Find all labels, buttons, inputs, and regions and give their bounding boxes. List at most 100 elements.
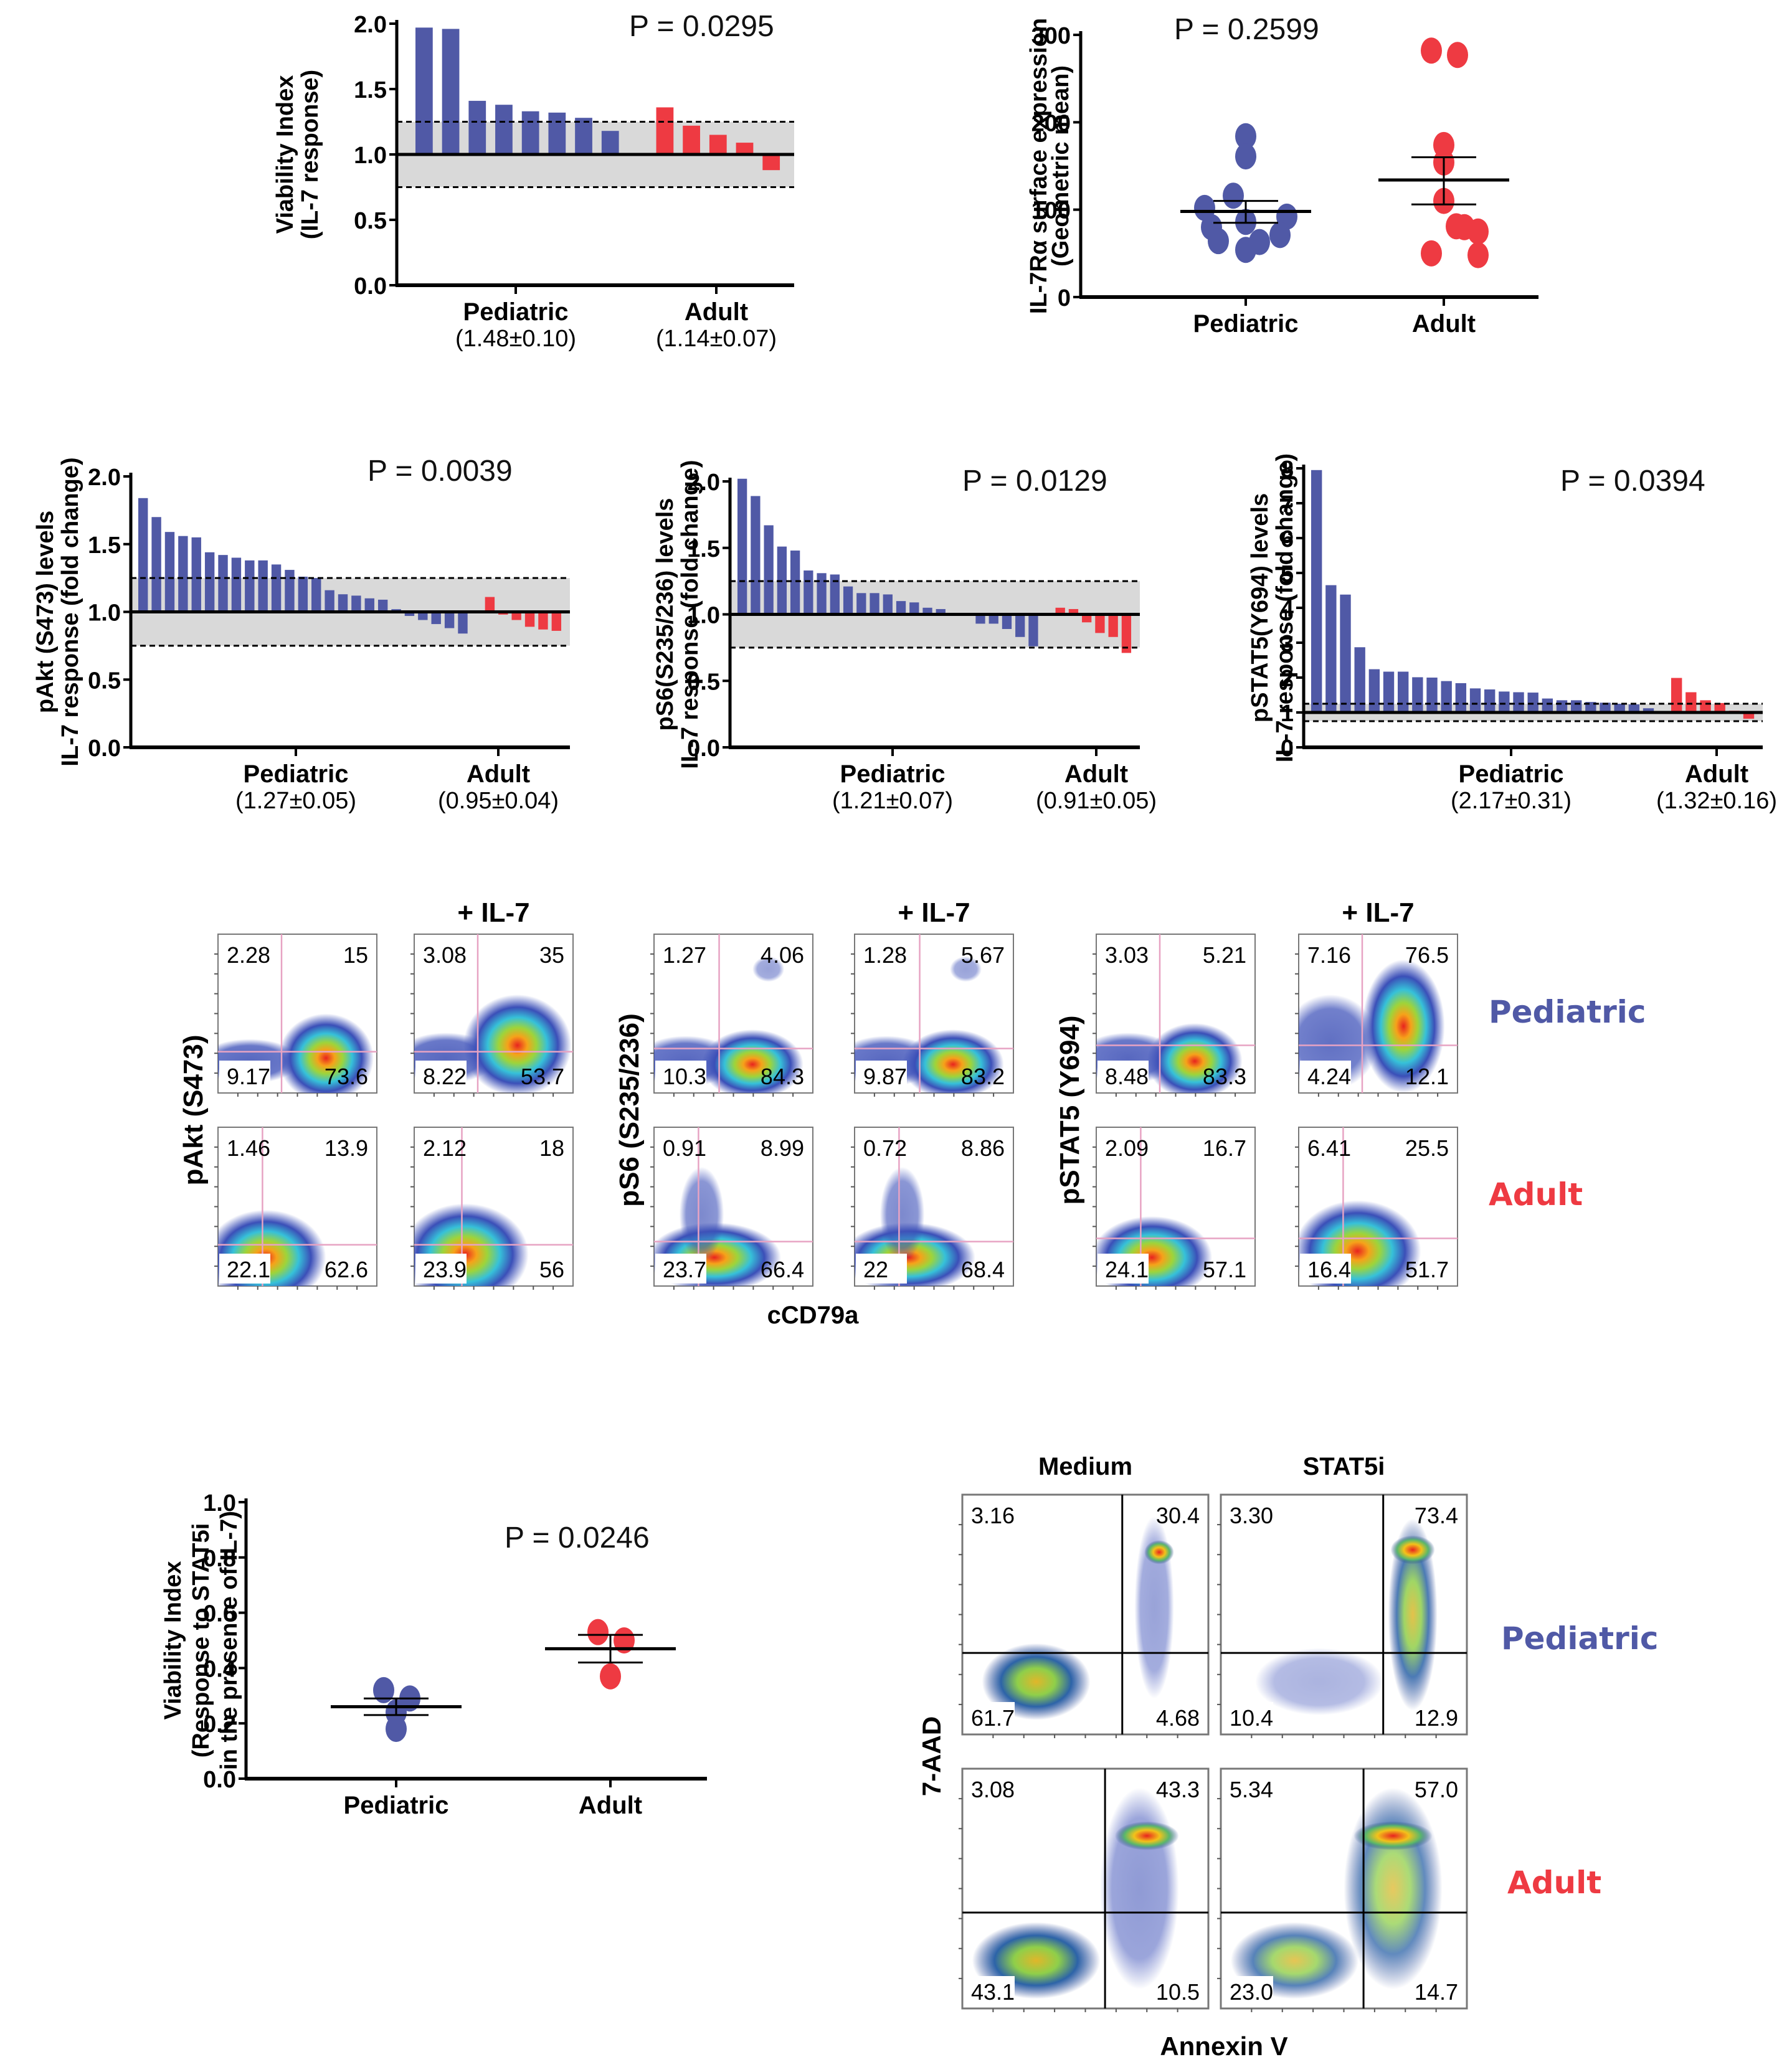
y-tick-label: 0.0 bbox=[88, 736, 121, 762]
quadrant-ur: 25.5 bbox=[1405, 1135, 1449, 1161]
quadrant-ll: 10.3 bbox=[663, 1064, 706, 1089]
quadrant-lr: 12.1 bbox=[1405, 1064, 1449, 1089]
y-axis-label: Viability Index bbox=[272, 75, 298, 234]
row-label-pediatric: Pediatric bbox=[1489, 994, 1646, 1030]
p-value: P = 0.0295 bbox=[629, 10, 774, 43]
quadrant-ll: 8.22 bbox=[423, 1064, 467, 1089]
bar-pediatric bbox=[790, 551, 800, 615]
bar-pediatric bbox=[442, 29, 460, 155]
column-header-il7: + IL-7 bbox=[1342, 897, 1414, 928]
bar-pediatric bbox=[548, 112, 566, 154]
y-tick-label: 2.0 bbox=[687, 470, 720, 496]
bar-adult bbox=[1743, 712, 1755, 719]
quadrant-ll: 24.1 bbox=[1105, 1257, 1149, 1282]
quadrant-ur: 30.4 bbox=[1156, 1503, 1200, 1528]
flow-plot: 2.09 16.7 24.1 57.1 bbox=[1093, 1127, 1256, 1290]
x-category-label: Pediatric bbox=[840, 760, 946, 788]
flow-plot: 6.41 25.5 16.4 51.7 bbox=[1295, 1127, 1458, 1290]
y-tick-label: 4 bbox=[1281, 596, 1294, 622]
bar-adult bbox=[1068, 608, 1079, 615]
bar-pediatric bbox=[1441, 681, 1452, 712]
label-bg bbox=[219, 1254, 270, 1284]
density-blob bbox=[1147, 1023, 1243, 1093]
bar-pediatric bbox=[164, 532, 175, 612]
bar-pediatric bbox=[1015, 614, 1025, 637]
chart-pakt-response: P = 0.0039 0.0 0.5 1.0 1.5 2.0 pAkt (S473) le… bbox=[32, 455, 570, 814]
y-axis-label: in the presence of IL-7) bbox=[216, 1511, 242, 1770]
bar-adult bbox=[709, 135, 727, 154]
quadrant-ul: 1.28 bbox=[863, 942, 907, 968]
bar-pediatric bbox=[1398, 671, 1409, 712]
bar-pediatric bbox=[896, 601, 906, 615]
bar-pediatric bbox=[975, 614, 985, 624]
group-summary: (1.14±0.07) bbox=[656, 326, 777, 352]
quadrant-ur: 5.21 bbox=[1203, 942, 1246, 968]
y-tick-label: 0 bbox=[1058, 285, 1071, 311]
x-category-label: Pediatric bbox=[1193, 310, 1299, 338]
row-label-adult: Adult bbox=[1489, 1176, 1583, 1213]
flow-plot: 1.46 13.9 22.1 62.6 bbox=[214, 1127, 377, 1290]
label-bg bbox=[1222, 1976, 1273, 2006]
y-axis-label: IL-7 response (fold change) bbox=[57, 457, 83, 766]
quadrant-ll: 23.9 bbox=[423, 1257, 467, 1282]
y-tick-label: 100 bbox=[1031, 198, 1071, 224]
label-bg bbox=[655, 1254, 706, 1284]
point-adult bbox=[1421, 240, 1442, 267]
flow-plot: 1.28 5.67 9.87 83.2 bbox=[851, 934, 1014, 1097]
bar-adult bbox=[656, 107, 674, 154]
quadrant-ll: 4.24 bbox=[1307, 1064, 1351, 1089]
quadrant-ll: 43.1 bbox=[971, 1979, 1015, 2005]
point-pediatric bbox=[1223, 182, 1244, 209]
bar-pediatric bbox=[258, 560, 268, 612]
flow-plot: 7.16 76.5 4.24 12.1 bbox=[1295, 934, 1458, 1097]
bar-adult bbox=[551, 612, 562, 631]
x-category-label: Adult bbox=[1685, 760, 1748, 788]
bar-pediatric bbox=[231, 557, 242, 612]
bar-pediatric bbox=[218, 555, 228, 612]
y-tick-label: 0.8 bbox=[203, 1546, 236, 1572]
bar-pediatric bbox=[271, 564, 282, 612]
label-bg bbox=[856, 1061, 907, 1090]
label-bg bbox=[1097, 1254, 1149, 1284]
y-axis-label: pS6(S235/236) levels bbox=[652, 498, 678, 731]
group-summary: (1.48±0.10) bbox=[455, 326, 576, 352]
quadrant-ul: 3.03 bbox=[1105, 942, 1149, 968]
y-tick-label: 1.0 bbox=[354, 143, 387, 169]
y-tick-label: 1.0 bbox=[203, 1490, 236, 1516]
group-summary: (0.95±0.04) bbox=[438, 788, 559, 814]
bar-pediatric bbox=[830, 574, 840, 615]
y-tick-label: 0.0 bbox=[687, 736, 720, 762]
density-blob bbox=[752, 956, 785, 982]
y-axis-label: (IL-7 response) bbox=[297, 70, 323, 239]
quadrant-ur: 43.3 bbox=[1156, 1777, 1200, 1802]
y-axis-label: pSTAT5(Y694) levels bbox=[1247, 493, 1273, 722]
bar-pediatric bbox=[377, 599, 388, 612]
quadrant-lr: 12.9 bbox=[1415, 1705, 1458, 1731]
density-blob bbox=[1390, 1535, 1435, 1564]
row-label-pediatric: Pediatric bbox=[1501, 1620, 1659, 1657]
density-blob bbox=[1362, 959, 1445, 1093]
point-pediatric bbox=[386, 1716, 407, 1743]
point-adult bbox=[1467, 242, 1489, 268]
quadrant-lr: 83.2 bbox=[961, 1064, 1005, 1089]
y-tick-label: 0.5 bbox=[687, 669, 720, 695]
label-bg bbox=[655, 1061, 706, 1090]
quadrant-ur: 8.86 bbox=[961, 1135, 1005, 1161]
group-summary: (2.17±0.31) bbox=[1451, 788, 1572, 814]
label-bg bbox=[964, 1976, 1015, 2006]
point-adult bbox=[587, 1619, 609, 1645]
y-tick-label: 200 bbox=[1031, 110, 1071, 136]
bar-pediatric bbox=[1513, 692, 1524, 712]
bar-adult bbox=[762, 154, 780, 171]
quadrant-lr: 66.4 bbox=[761, 1257, 804, 1282]
group-summary: (1.32±0.16) bbox=[1656, 788, 1777, 814]
quadrant-ll: 61.7 bbox=[971, 1705, 1015, 1731]
quadrant-ur: 13.9 bbox=[325, 1135, 368, 1161]
bar-pediatric bbox=[138, 498, 148, 612]
density-blob bbox=[879, 1166, 925, 1262]
bar-adult bbox=[683, 125, 700, 154]
quadrant-lr: 57.1 bbox=[1203, 1257, 1246, 1282]
y-tick-label: 6 bbox=[1281, 526, 1294, 552]
bar-adult bbox=[1714, 702, 1725, 712]
